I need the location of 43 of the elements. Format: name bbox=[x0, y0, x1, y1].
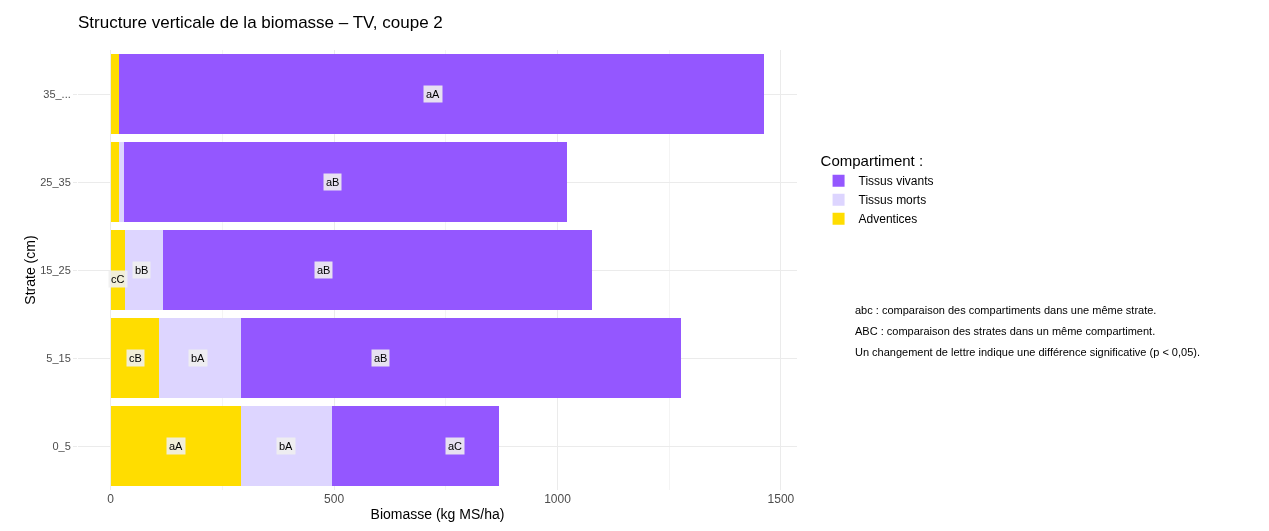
bar bbox=[241, 406, 332, 486]
chart-title: Structure verticale de la biomasse – TV, coupe 2 bbox=[78, 12, 443, 32]
y-tick-label: 25_35 bbox=[40, 175, 71, 188]
legend-label: Tissus vivants bbox=[858, 174, 934, 189]
y-tick-label: 0_5 bbox=[52, 439, 71, 452]
bar bbox=[110, 406, 242, 486]
text: Un changement de lettre indique une différence significative (p < 0,05). bbox=[855, 346, 1200, 358]
annotation: bA bbox=[279, 440, 294, 452]
y-axis-title: Strate (cm) bbox=[22, 235, 39, 305]
bar bbox=[123, 142, 568, 222]
annotation: aB bbox=[317, 264, 331, 276]
y-tick-label: 15_25 bbox=[40, 263, 71, 276]
bar bbox=[118, 54, 765, 134]
bar bbox=[110, 54, 119, 134]
legend-label: Adventices bbox=[858, 212, 918, 227]
legend-label: Tissus morts bbox=[858, 193, 927, 208]
annotation: aA bbox=[426, 88, 441, 100]
annotation: aC bbox=[448, 440, 463, 452]
annotation: bB bbox=[135, 264, 149, 276]
annotation: cC bbox=[111, 273, 125, 285]
annotation: cB bbox=[129, 352, 142, 364]
legend-title: Compartiment : bbox=[820, 152, 924, 170]
bar bbox=[110, 318, 160, 398]
x-tick-label: 500 bbox=[324, 492, 345, 506]
bar bbox=[110, 142, 119, 222]
bar bbox=[159, 318, 241, 398]
x-axis-title: Biomasse (kg MS/ha) bbox=[370, 506, 505, 523]
bar bbox=[118, 142, 124, 222]
bar bbox=[163, 230, 593, 310]
x-tick-label: 1500 bbox=[767, 492, 795, 506]
bar bbox=[240, 318, 682, 398]
annotation: aA bbox=[169, 440, 184, 452]
text: abc : comparaison des compartiments dans une même strate. bbox=[855, 304, 1157, 316]
y-tick-label: 5_15 bbox=[46, 351, 71, 364]
x-tick-label: 0 bbox=[107, 492, 115, 506]
annotation: aB bbox=[326, 176, 340, 188]
annotation: aB bbox=[374, 352, 388, 364]
x-tick-label: 1000 bbox=[544, 492, 572, 506]
text: ABC : comparaison des strates dans un même compartiment. bbox=[855, 325, 1156, 337]
bar bbox=[331, 406, 499, 486]
annotation: bA bbox=[191, 352, 206, 364]
y-tick-label: 35_... bbox=[43, 87, 71, 100]
bar bbox=[125, 230, 164, 310]
